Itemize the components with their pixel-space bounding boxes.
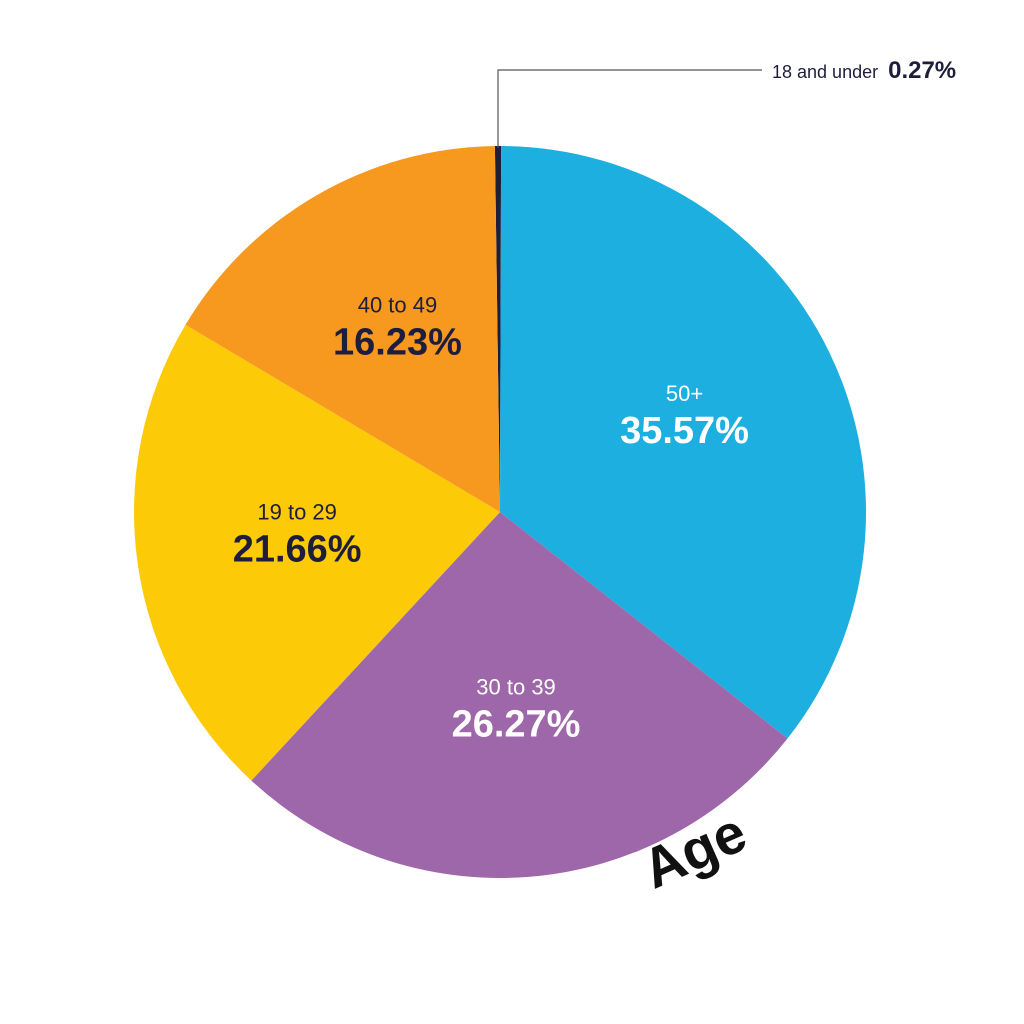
slice-percent-50: 35.57% [620, 410, 749, 452]
callout-group: 18 and under 0.27% [497, 57, 956, 149]
callout-percent: 0.27% [888, 57, 956, 84]
slice-percent-19-to-29: 21.66% [233, 528, 362, 570]
pie-slice-18-and-under [494, 146, 502, 513]
callout-category: 18 and under [772, 62, 878, 82]
slice-category-40-to-49: 40 to 49 [358, 293, 438, 318]
slice-percent-30-to-39: 26.27% [452, 703, 581, 745]
pie-slices [133, 146, 866, 878]
pie-slice-30-to-39 [251, 512, 788, 878]
callout-label: 18 and under 0.27% [772, 57, 956, 84]
slice-category-30-to-39: 30 to 39 [476, 674, 556, 699]
slice-category-19-to-29: 19 to 29 [257, 499, 337, 524]
pie-slice-40-to-49 [185, 146, 501, 512]
slice-labels: 50+ 35.57% 30 to 39 26.27% 19 to 29 21.66% 40 … [233, 293, 749, 746]
pie-slice-50 [500, 146, 866, 739]
slice-percent-40-to-49: 16.23% [333, 322, 462, 364]
slice-category-50: 50+ [666, 381, 703, 406]
callout-leader-line [497, 69, 762, 149]
pie-slice-19-to-29 [133, 324, 501, 781]
